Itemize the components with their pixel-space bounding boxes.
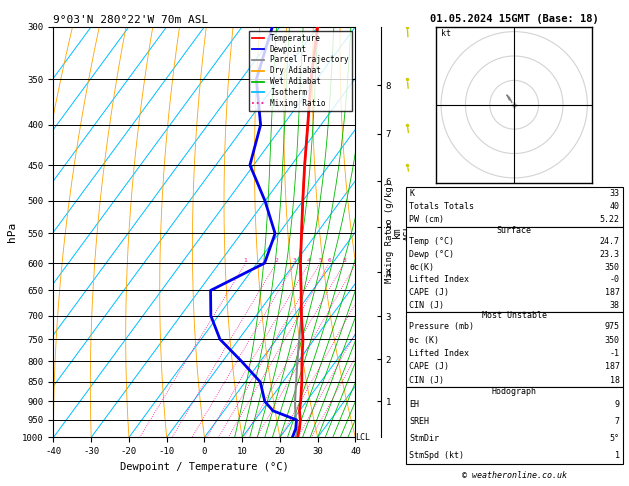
Text: Pressure (mb): Pressure (mb)	[409, 323, 474, 331]
Text: EH: EH	[409, 399, 420, 409]
Text: CIN (J): CIN (J)	[409, 376, 445, 385]
Text: K: K	[409, 189, 415, 198]
Text: 18: 18	[610, 376, 620, 385]
Text: 40: 40	[610, 202, 620, 211]
Text: 4: 4	[307, 258, 311, 263]
Text: -1: -1	[610, 349, 620, 358]
Text: CIN (J): CIN (J)	[409, 301, 445, 310]
Text: θc (K): θc (K)	[409, 336, 440, 345]
Text: 9°03'N 280°22'W 70m ASL: 9°03'N 280°22'W 70m ASL	[53, 15, 209, 25]
Text: Dewp (°C): Dewp (°C)	[409, 250, 455, 259]
Text: θc(K): θc(K)	[409, 262, 435, 272]
Text: CAPE (J): CAPE (J)	[409, 363, 450, 371]
Text: 6: 6	[327, 258, 331, 263]
Text: 1: 1	[243, 258, 247, 263]
Y-axis label: km
ASL: km ASL	[392, 223, 414, 241]
Text: 8: 8	[342, 258, 346, 263]
Text: 9: 9	[615, 399, 620, 409]
Text: Lifted Index: Lifted Index	[409, 275, 469, 284]
Text: 33: 33	[610, 189, 620, 198]
Text: SREH: SREH	[409, 417, 430, 426]
Text: 5°: 5°	[610, 434, 620, 443]
Text: StmSpd (kt): StmSpd (kt)	[409, 451, 464, 460]
Text: 38: 38	[610, 301, 620, 310]
Legend: Temperature, Dewpoint, Parcel Trajectory, Dry Adiabat, Wet Adiabat, Isotherm, Mi: Temperature, Dewpoint, Parcel Trajectory…	[249, 31, 352, 111]
Text: Mixing Ratio (g/kg): Mixing Ratio (g/kg)	[386, 181, 394, 283]
Text: kt: kt	[441, 30, 451, 38]
Text: 5.22: 5.22	[599, 215, 620, 225]
Text: 1: 1	[615, 451, 620, 460]
Text: 23.3: 23.3	[599, 250, 620, 259]
Text: LCL: LCL	[355, 433, 370, 442]
Text: StmDir: StmDir	[409, 434, 440, 443]
Text: 24.7: 24.7	[599, 237, 620, 246]
Text: Temp (°C): Temp (°C)	[409, 237, 455, 246]
Text: Most Unstable: Most Unstable	[482, 312, 547, 320]
Y-axis label: hPa: hPa	[7, 222, 17, 242]
Text: PW (cm): PW (cm)	[409, 215, 445, 225]
Text: 975: 975	[604, 323, 620, 331]
Text: 187: 187	[604, 288, 620, 297]
Text: -0: -0	[610, 275, 620, 284]
Text: 187: 187	[604, 363, 620, 371]
Text: CAPE (J): CAPE (J)	[409, 288, 450, 297]
Text: 3: 3	[293, 258, 297, 263]
Text: © weatheronline.co.uk: © weatheronline.co.uk	[462, 471, 567, 480]
Text: 350: 350	[604, 336, 620, 345]
Text: Lifted Index: Lifted Index	[409, 349, 469, 358]
Text: Surface: Surface	[497, 226, 532, 235]
Text: Totals Totals: Totals Totals	[409, 202, 474, 211]
Text: 2: 2	[274, 258, 278, 263]
Text: 350: 350	[604, 262, 620, 272]
Text: 5: 5	[318, 258, 322, 263]
Text: 01.05.2024 15GMT (Base: 18): 01.05.2024 15GMT (Base: 18)	[430, 14, 599, 24]
X-axis label: Dewpoint / Temperature (°C): Dewpoint / Temperature (°C)	[120, 462, 289, 472]
Text: 7: 7	[615, 417, 620, 426]
Text: Hodograph: Hodograph	[492, 387, 537, 396]
